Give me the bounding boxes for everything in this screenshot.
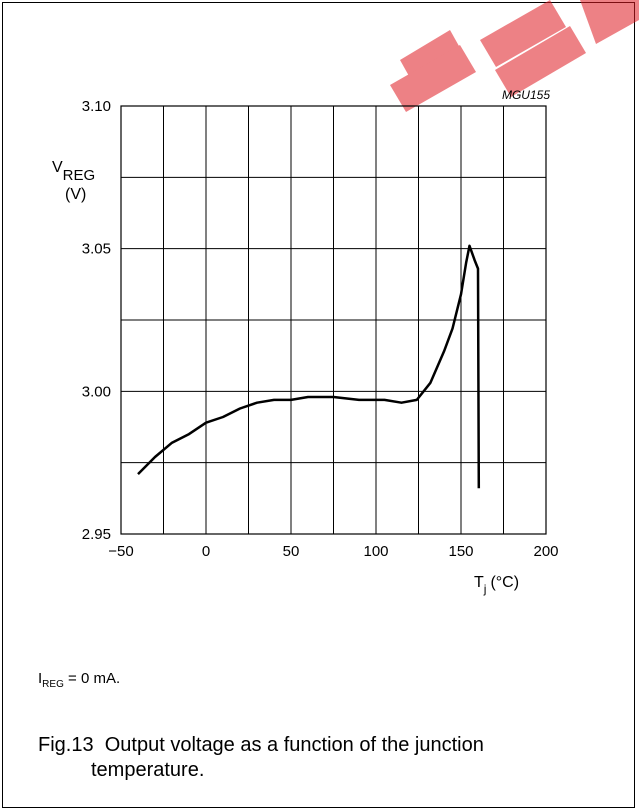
x-tick-labels: −50 0 50 100 150 200 <box>108 543 558 560</box>
figure-caption: Fig.13 Output voltage as a function of t… <box>38 733 484 783</box>
test-condition-note: IREG = 0 mA. <box>38 670 121 690</box>
grid <box>120 105 547 535</box>
y-axis-unit: (V) <box>65 186 86 203</box>
x-axis-label: Tj (°C) <box>474 574 519 596</box>
y-tick-label: 2.95 <box>82 526 111 543</box>
caption-label: Fig.13 <box>38 734 94 756</box>
series-line <box>137 244 481 489</box>
caption-line-2: temperature. <box>91 759 205 781</box>
x-tick-label: 150 <box>448 543 473 560</box>
y-tick-label: 3.00 <box>82 383 111 400</box>
x-tick-label: 50 <box>283 543 300 560</box>
plot-frame <box>120 105 547 535</box>
y-tick-labels: 2.95 3.00 3.05 3.10 <box>82 98 111 543</box>
watermark-logo <box>390 0 639 112</box>
y-tick-label: 3.10 <box>82 98 111 115</box>
chart: −50 0 50 100 150 200 2.953.003.053.10 MGU155 … <box>52 88 559 596</box>
y-tick-label: 3.05 <box>82 241 111 258</box>
figure-code: MGU155 <box>502 88 550 102</box>
x-tick-label: 100 <box>363 543 388 560</box>
x-tick-label: −50 <box>108 543 133 560</box>
y-axis-label: VREG <box>52 159 95 184</box>
caption-line-1: Output voltage as a function of the junc… <box>104 734 484 756</box>
x-tick-label: 0 <box>202 543 210 560</box>
x-tick-label: 200 <box>533 543 558 560</box>
